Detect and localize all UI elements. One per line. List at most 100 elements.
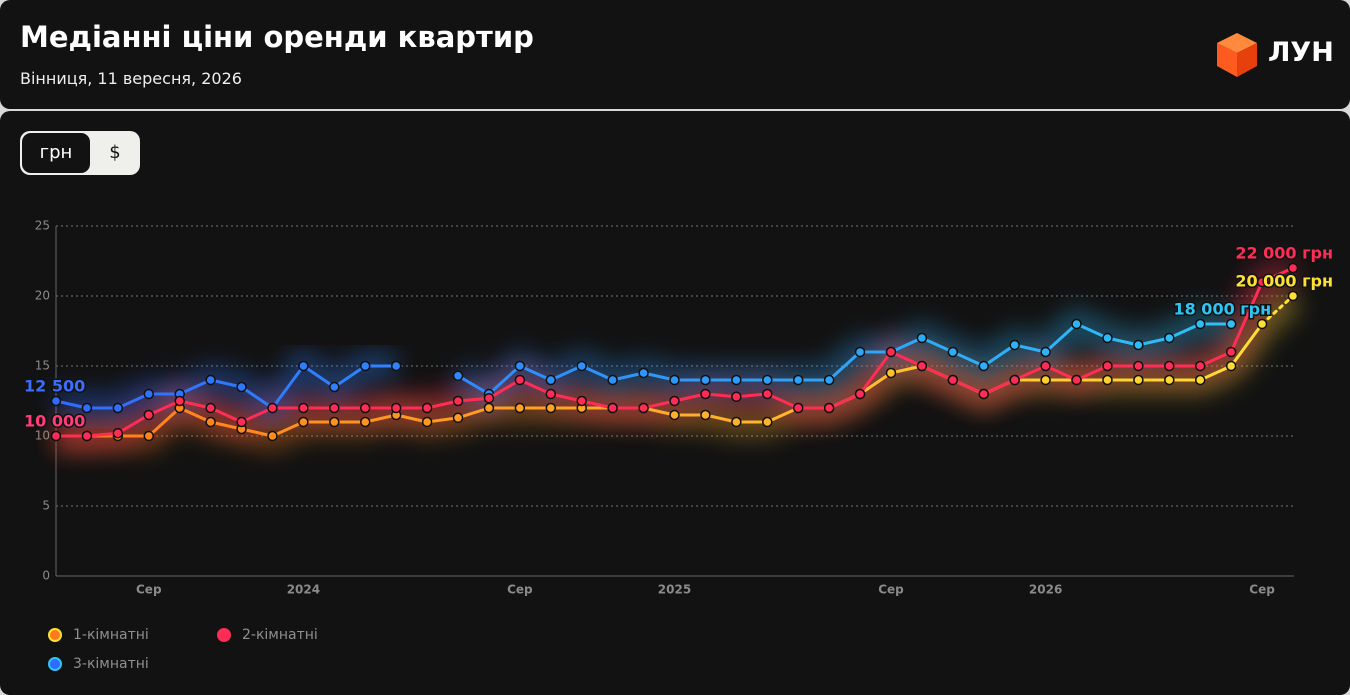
data-point [576, 360, 587, 372]
data-point [669, 395, 680, 407]
legend-marker [48, 628, 62, 642]
y-tick-label: 25 [35, 219, 50, 233]
data-point [638, 402, 649, 414]
header-card: Медіанні ціни оренди квартир Вінниця, 11… [0, 0, 1350, 109]
data-point [700, 409, 711, 421]
data-point [576, 395, 587, 407]
value-label: 22 000 грн [1235, 244, 1333, 263]
data-point [1071, 318, 1082, 330]
data-point [483, 392, 495, 404]
y-tick-label: 15 [35, 359, 50, 373]
data-point [1256, 318, 1268, 330]
data-point [823, 374, 835, 386]
data-point [514, 374, 526, 386]
data-point [205, 416, 216, 428]
data-point [916, 360, 928, 372]
data-point [1287, 262, 1299, 274]
data-point [700, 388, 711, 400]
data-point [236, 416, 247, 428]
data-point [81, 430, 93, 442]
toggle-uah[interactable]: грн [22, 133, 90, 173]
legend-marker [48, 657, 62, 671]
data-point [792, 374, 804, 386]
y-tick-label: 10 [35, 429, 50, 443]
data-point [329, 416, 340, 428]
toggle-usd[interactable]: $ [109, 142, 121, 163]
data-point [731, 416, 742, 428]
data-point [360, 360, 371, 372]
data-point [700, 374, 711, 386]
data-point [112, 402, 124, 414]
data-point [514, 360, 526, 372]
data-point [483, 402, 495, 414]
page-title: Медіанні ціни оренди квартир [20, 20, 534, 54]
data-point [978, 388, 989, 400]
data-point [792, 402, 804, 414]
value-label: 10 000 [24, 412, 85, 431]
subtitle: Вінниця, 11 вересня, 2026 [20, 69, 242, 88]
data-point [1009, 339, 1020, 351]
currency-toggle: грн $ [20, 131, 140, 175]
data-point [390, 360, 402, 372]
data-point [638, 367, 649, 379]
data-point [174, 395, 185, 407]
data-point [1102, 332, 1113, 344]
data-point [421, 402, 433, 414]
data-point [1225, 318, 1237, 330]
x-tick-label: Сер [878, 583, 904, 597]
chart-card: грн $ 0 5 10 15 20 25 Сер 2024 Сер 2025 Сер 2026 Сер… [0, 111, 1350, 695]
data-point [143, 430, 155, 442]
value-labels: 20 000 грн 10 000 22 000 грн 12 500 18 000 г… [23, 242, 1333, 432]
data-point [885, 346, 897, 358]
x-tick-label: 2026 [1029, 583, 1062, 597]
data-point [1102, 374, 1113, 386]
data-point [669, 374, 680, 386]
data-point [1225, 360, 1237, 372]
data-point [545, 374, 557, 386]
data-point [731, 374, 742, 386]
data-point [916, 332, 928, 344]
data-point [452, 412, 464, 424]
data-point [607, 374, 618, 386]
data-point [205, 374, 216, 386]
data-point [545, 402, 557, 414]
data-point [854, 388, 866, 400]
data-point [205, 402, 216, 414]
data-point [1071, 374, 1082, 386]
data-point [1040, 360, 1051, 372]
data-point [143, 388, 155, 400]
data-point [143, 409, 155, 421]
data-point [1040, 374, 1051, 386]
value-label: 20 000 грн [1235, 272, 1333, 291]
data-point [329, 402, 340, 414]
x-tick-label: Сер [1249, 583, 1275, 597]
data-point [1164, 374, 1175, 386]
x-tick-label: 2025 [658, 583, 691, 597]
data-point [1133, 360, 1144, 372]
y-tick-label: 0 [42, 569, 50, 583]
logo-icon [1217, 33, 1257, 77]
data-point [360, 402, 371, 414]
data-point [50, 395, 62, 407]
data-point [978, 360, 989, 372]
data-point [762, 374, 773, 386]
data-point [112, 427, 124, 439]
series-line-dashed [1260, 294, 1295, 326]
data-point [298, 402, 309, 414]
data-point [421, 416, 433, 428]
series-line [457, 322, 1232, 396]
data-point [360, 416, 371, 428]
value-label: 18 000 грн [1173, 300, 1271, 319]
data-point [1256, 276, 1268, 288]
data-point [329, 381, 340, 393]
data-point [267, 402, 278, 414]
y-tick-label: 5 [42, 499, 50, 513]
y-tick-label: 20 [35, 289, 50, 303]
data-point [298, 360, 309, 372]
data-point [854, 346, 866, 358]
data-point [1225, 346, 1237, 358]
data-point [514, 402, 526, 414]
data-point [390, 402, 402, 414]
data-point [452, 370, 464, 382]
